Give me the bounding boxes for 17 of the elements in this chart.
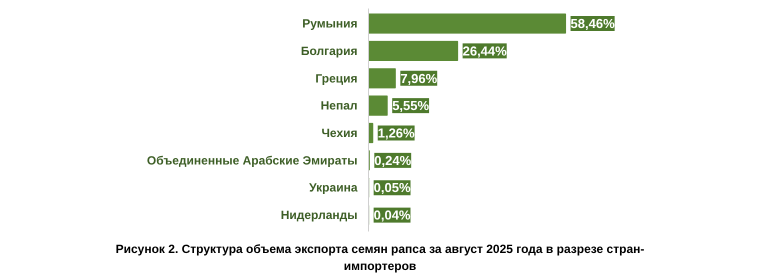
y-tick-label: Непал: [320, 98, 358, 113]
data-label: 7,96%: [400, 70, 438, 86]
y-tick-label: Нидерланды: [280, 208, 358, 222]
y-tick-label: Греция: [315, 71, 358, 86]
data-label: 26,44%: [462, 43, 508, 58]
y-tick-label: Румыния: [302, 16, 358, 31]
y-tick-label: Объединенные Арабские Эмираты: [146, 153, 358, 168]
y-tick-label: Украина: [309, 180, 358, 195]
text: Рисунок 2. Структура объема экспорта семян рапса за август 2025 года в разрезе стран-импортеров: [114, 241, 646, 276]
data-label: 1,26%: [378, 125, 416, 140]
data-label: 0,04%: [374, 208, 411, 223]
data-label: 0,24%: [374, 152, 412, 168]
data-label: 5,55%: [392, 98, 430, 114]
data-label: 58,46%: [570, 16, 616, 32]
data-label: 0,05%: [374, 180, 411, 196]
y-tick-label: Болгария: [300, 44, 358, 58]
y-tick-label: Чехия: [322, 126, 358, 140]
